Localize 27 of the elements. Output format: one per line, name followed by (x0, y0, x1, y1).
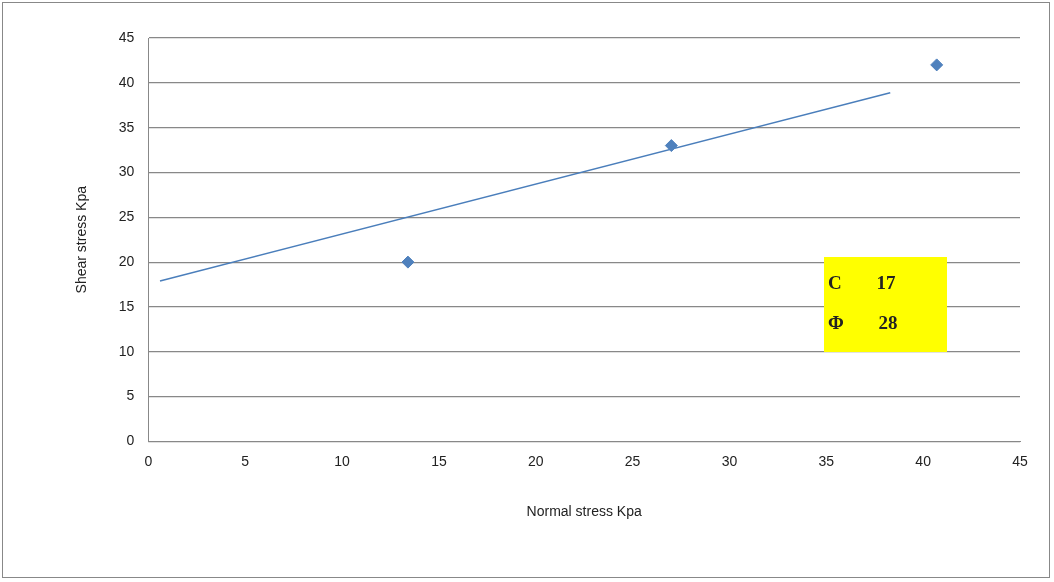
point (930, 58, 944, 72)
y-axis-title: Shear stress Kpa (73, 185, 90, 294)
x-tick-label: 0 (144, 452, 153, 469)
y-tick-label: 40 (118, 73, 135, 90)
y-tick-label: 0 (126, 432, 135, 449)
y-tick-label: 20 (118, 252, 135, 269)
x-axis-title: Normal stress Kpa (526, 503, 642, 520)
y-tick-label: 30 (118, 163, 135, 180)
y-tick-label: 45 (118, 28, 135, 45)
x-tick-label: 30 (721, 452, 738, 469)
x-tick-label: 45 (1012, 452, 1028, 469)
annotation: C 17 (828, 271, 897, 295)
y-tick-label: 5 (126, 387, 135, 404)
y-tick-label: 25 (118, 208, 135, 225)
y-tick-label: 15 (118, 297, 135, 314)
annotation: Φ 28 (828, 311, 899, 335)
x-tick-label: 5 (241, 452, 250, 469)
x-tick-label: 25 (624, 452, 641, 469)
x-tick-label: 40 (915, 452, 932, 469)
point (401, 255, 415, 269)
y-tick-label: 35 (118, 118, 135, 135)
x-tick-label: 20 (527, 452, 544, 469)
x-tick-label: 10 (334, 452, 351, 469)
x-tick-label: 35 (818, 452, 835, 469)
point (664, 139, 678, 153)
y-tick-label: 10 (118, 342, 135, 359)
x-tick-label: 15 (431, 452, 447, 469)
